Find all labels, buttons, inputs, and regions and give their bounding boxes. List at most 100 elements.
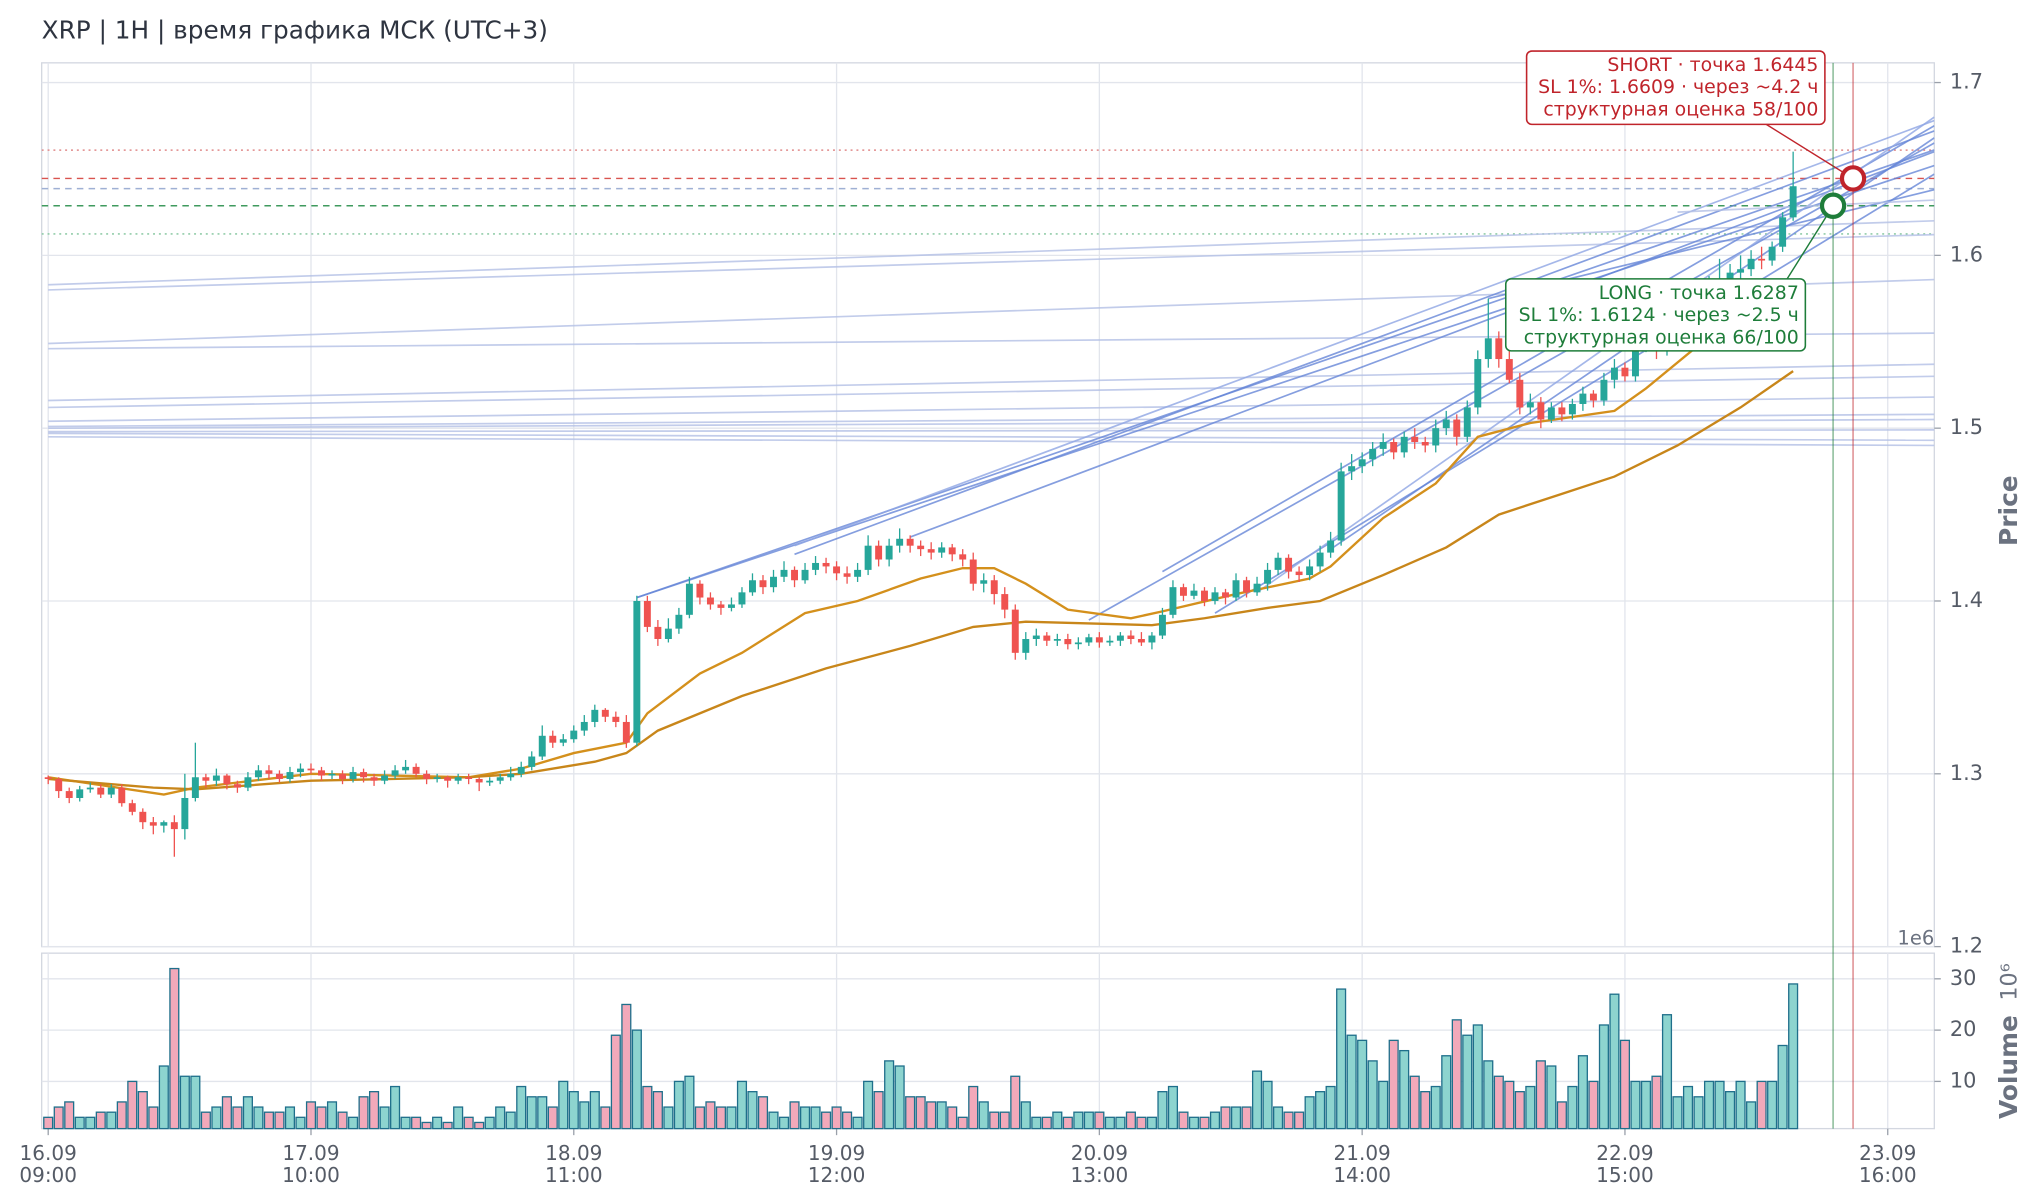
volume-bar [242,1096,253,1130]
volume-bar [1535,1060,1546,1130]
volume-bar [137,1091,148,1130]
trend-line [48,429,1935,433]
volume-bar [1577,1055,1588,1130]
x-tick-label: 16.09 09:00 [19,1140,78,1187]
candle-body [612,716,620,722]
candle-body [1179,587,1187,596]
y-axis-label: Price [1994,475,2023,546]
candle-body [1232,580,1240,598]
volume-bar [295,1116,306,1130]
candle-body [507,773,515,778]
volume-bar [757,1096,769,1130]
volume-bar [726,1106,737,1130]
volume-bar [1230,1106,1242,1130]
volume-bar [747,1091,758,1130]
volume-tick-label: 20 [1950,1017,1977,1041]
volume-bar [1598,1024,1609,1130]
trend-line [48,396,1935,423]
volume-bar [1336,988,1347,1130]
volume-bar [1146,1116,1157,1130]
candle-body [1148,635,1156,643]
candle-body [444,777,452,781]
volume-bar [484,1116,495,1130]
volume-bar [190,1075,201,1130]
candle-body [1400,436,1408,453]
candle-body [1306,566,1314,576]
volume-bar [85,1116,96,1130]
candle-body [1001,594,1009,610]
candle-body [65,791,73,798]
candle-body [1505,359,1513,380]
volume-bar [516,1085,527,1130]
volume-bar [400,1116,411,1130]
trend-line [48,413,1935,428]
trend-line [48,418,1935,430]
candle-body [328,773,336,776]
volume-bar [831,1106,842,1130]
candle-body [1726,272,1734,282]
annotation-box [1504,278,1807,352]
annotation-text: LONG · точка 1.6287 [1599,282,1799,304]
volume-bar [1609,993,1620,1130]
candle-body [170,822,178,830]
candle-body [1032,635,1040,640]
volume-bar [1756,1080,1767,1130]
volume-bar [978,1101,989,1130]
candle-body [643,600,651,627]
candle-body [1779,217,1787,247]
candle-body [1158,614,1166,636]
candle-body [959,554,967,560]
volume-bar [116,1101,127,1130]
candle-body [1737,269,1745,273]
volume-bar [1136,1116,1147,1130]
candle-body [265,770,273,774]
volume-bar [263,1111,275,1130]
candle-body [181,797,189,830]
candle-body [118,787,126,804]
trend-line [1256,116,1935,594]
candle-body [212,775,220,781]
volume-bar [1125,1111,1136,1130]
volume-bar [1378,1080,1389,1130]
volume-bar [642,1085,653,1130]
annotation-text: SL 1%: 1.6609 · через ~4.2 ч [1538,76,1818,98]
candle-body [948,547,956,555]
volume-bar [379,1106,390,1130]
chart-title: XRP | 1H | время графика МСК (UTC+3) [42,15,548,44]
volume-bar [53,1106,64,1130]
candle-body [906,538,914,546]
candle-body [1547,407,1555,420]
y-tick-label: 1.6 [1950,242,1983,266]
candle-body [475,778,483,783]
volume-bar [1094,1111,1105,1130]
candle-body [86,787,94,790]
volume-bar [1651,1075,1662,1130]
volume-bar [200,1111,211,1130]
candle-body [917,545,925,550]
volume-bar [1661,1014,1673,1130]
candle-body [1085,637,1093,643]
candle-body [286,772,294,779]
x-tick-label: 23.09 16:00 [1858,1140,1917,1187]
trend-line [909,150,1935,538]
candle-body [1369,448,1377,460]
volume-bar [95,1111,106,1130]
volume-bar [1483,1060,1494,1130]
volume-bar [1262,1080,1273,1130]
candle-body [191,777,199,798]
volume-bar [1788,983,1799,1130]
volume-bar [589,1091,600,1130]
volume-bar [474,1121,485,1130]
volume-bar [652,1091,663,1130]
candle-body [297,768,304,773]
candle-body [149,822,157,826]
candle-body [244,777,252,788]
volume-bar [621,1003,632,1130]
candle-body [318,770,325,776]
volume-bar [179,1075,190,1130]
annotation-leader [1765,123,1854,180]
candle-body [896,538,904,546]
candle-body [864,545,872,570]
volume-bar [736,1080,748,1130]
